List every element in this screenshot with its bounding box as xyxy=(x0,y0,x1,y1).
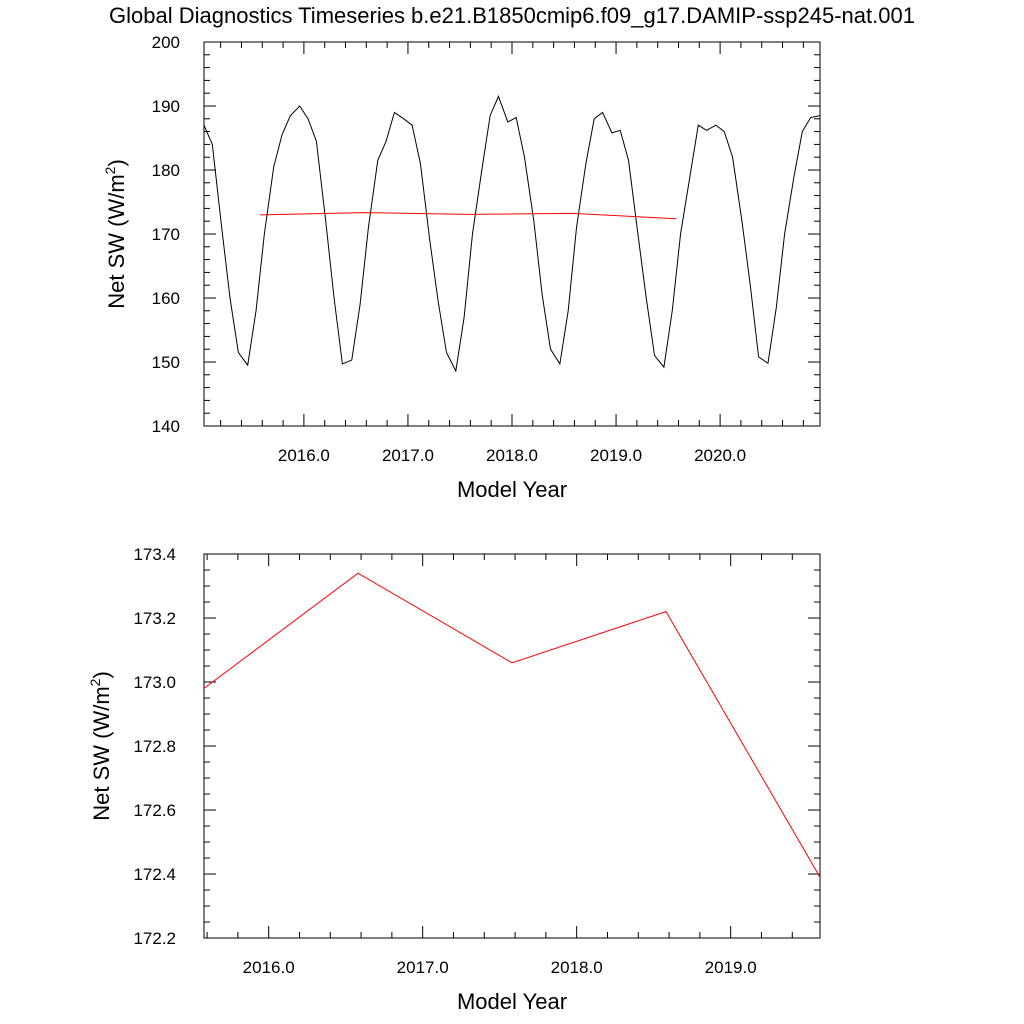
plot-panel-1: 140 150 160 170 180 190 200 2016.0 2017.0 2018.0 2… xyxy=(102,33,821,502)
x-axis-label: Model Year xyxy=(457,477,567,502)
series-line-2 xyxy=(260,212,677,220)
x-tick-label: 2019.0 xyxy=(590,446,642,465)
y-tick-label: 170 xyxy=(152,225,180,244)
y-tick-label: 172.2 xyxy=(133,929,176,948)
x-tick-label: 2018.0 xyxy=(486,446,538,465)
x-tick-label: 2020.0 xyxy=(694,446,746,465)
y-tick-label: 172.8 xyxy=(133,737,176,756)
x-tick-label: 2018.0 xyxy=(551,958,603,977)
plot-frame xyxy=(203,41,821,427)
x-tick-label: 2017.0 xyxy=(382,446,434,465)
x-axis-label: Model Year xyxy=(457,989,567,1014)
plot-panel-2: 172.2 172.4 172.6 172.8 173.0 173.2 173.4 2016.… xyxy=(87,545,821,1014)
plot-frame xyxy=(203,553,821,939)
y-tick-label: 180 xyxy=(152,161,180,180)
x-tick-label: 2016.0 xyxy=(243,958,295,977)
x-tick-label: 2016.0 xyxy=(278,446,330,465)
x-tick-label: 2019.0 xyxy=(705,958,757,977)
x-tick-label: 2017.0 xyxy=(397,958,449,977)
series-line-1 xyxy=(204,95,820,373)
y-tick-label: 150 xyxy=(152,353,180,372)
y-tick-label: 173.4 xyxy=(133,545,176,564)
y-axis-label: Net SW (W/m2) xyxy=(87,671,114,821)
y-tick-label: 140 xyxy=(152,417,180,436)
y-tick-label: 160 xyxy=(152,289,180,308)
y-tick-label: 173.0 xyxy=(133,673,176,692)
series-line-1 xyxy=(204,572,820,878)
chart-title: Global Diagnostics Timeseries b.e21.B185… xyxy=(109,3,915,28)
y-tick-label: 172.4 xyxy=(133,865,176,884)
y-axis-label: Net SW (W/m2) xyxy=(102,159,129,309)
y-tick-label: 190 xyxy=(152,97,180,116)
y-tick-label: 200 xyxy=(152,33,180,52)
y-tick-label: 172.6 xyxy=(133,801,176,820)
y-tick-label: 173.2 xyxy=(133,609,176,628)
